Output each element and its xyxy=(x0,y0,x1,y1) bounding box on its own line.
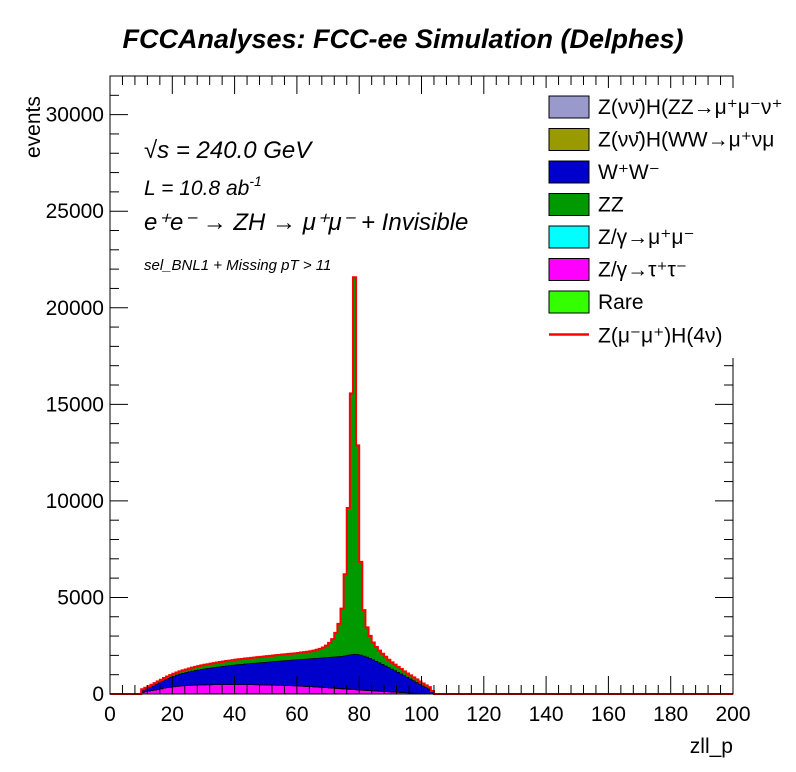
legend-swatch xyxy=(548,128,590,151)
x-tick-label: 140 xyxy=(529,703,564,726)
selection-annotation: sel_BNL1 + Missing pT > 11 xyxy=(144,257,331,274)
x-tick-label: 100 xyxy=(404,703,439,726)
y-tick-label: 0 xyxy=(92,683,104,706)
y-tick-label: 25000 xyxy=(46,200,104,223)
legend-label: Rare xyxy=(598,291,644,314)
legend-label: Z/γ→μ⁺μ⁻ xyxy=(598,226,695,249)
luminosity-unit-exponent: -1 xyxy=(249,173,261,189)
y-axis-title: events xyxy=(22,96,45,158)
energy-sqrt: √ xyxy=(144,137,158,164)
legend-label: Z(νν̄)H(WW→μ⁺νμ xyxy=(598,129,774,152)
legend-label: W⁺W⁻ xyxy=(598,161,660,184)
luminosity-annotation: L = 10.8 ab-1 xyxy=(144,173,262,200)
x-tick-label: 0 xyxy=(104,703,116,726)
x-tick-label: 40 xyxy=(223,703,246,726)
x-tick-label: 60 xyxy=(285,703,308,726)
legend-label: Z(νν̄)H(ZZ→μ⁺μ⁻ν⁺ xyxy=(598,96,783,119)
x-tick-label: 180 xyxy=(653,703,688,726)
legend-swatch xyxy=(548,95,590,119)
luminosity-value: L = 10.8 ab xyxy=(144,177,250,200)
legend-swatch xyxy=(548,193,590,216)
energy-annotation: √s = 240.0 GeV xyxy=(144,137,313,164)
legend-swatch xyxy=(548,258,590,281)
x-tick-label: 20 xyxy=(161,703,184,726)
x-tick-label: 200 xyxy=(715,703,750,726)
legend-signal-label: Z(μ⁻μ⁺)H(4ν) xyxy=(598,325,723,348)
x-tick-label: 80 xyxy=(348,703,371,726)
legend-swatch xyxy=(548,160,590,184)
y-tick-label: 10000 xyxy=(46,490,104,513)
legend-swatch xyxy=(548,290,590,314)
y-tick-label: 20000 xyxy=(46,297,104,320)
legend-label: Z/γ→τ⁺τ⁻ xyxy=(598,259,687,282)
y-tick-label: 5000 xyxy=(57,586,104,609)
legend: Z(νν̄)H(ZZ→μ⁺μ⁻ν⁺ Z(νν̄)H(WW→μ⁺νμ W⁺W⁻ ZZ Z/… xyxy=(545,88,795,358)
x-tick-label: 160 xyxy=(591,703,626,726)
legend-swatch xyxy=(548,225,590,249)
x-axis-title: zll_p xyxy=(690,735,733,758)
energy-value: s = 240.0 GeV xyxy=(157,137,313,164)
x-tick-label: 120 xyxy=(466,703,501,726)
process-annotation: e⁺e⁻ → ZH → μ⁺μ⁻ + Invisible xyxy=(144,209,468,236)
chart-title: FCCAnalyses: FCC-ee Simulation (Delphes) xyxy=(122,24,683,54)
y-tick-label: 30000 xyxy=(46,104,104,127)
y-tick-label: 15000 xyxy=(46,393,104,416)
legend-label: ZZ xyxy=(598,194,624,217)
